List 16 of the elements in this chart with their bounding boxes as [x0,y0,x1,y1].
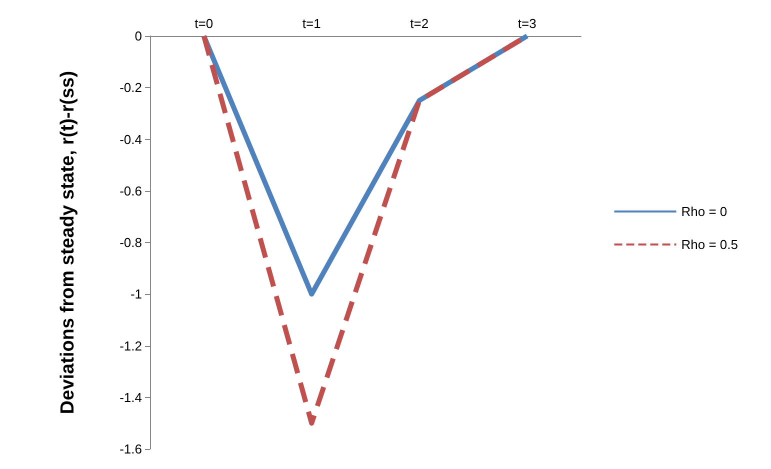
y-tick-label: -0.2 [120,80,142,96]
y-axis-title: Deviations from steady state, r(t)-r(ss) [58,70,78,414]
y-tick-label: -1.4 [120,390,142,405]
x-tick-label: t=2 [410,16,429,31]
y-tick-label: -0.8 [120,235,142,250]
x-tick-label: t=3 [518,16,536,31]
y-tick-label: -1 [130,286,142,302]
y-tick-label: -1.6 [120,442,142,456]
x-tick-label: t=0 [194,16,214,31]
y-tick-label: -0.4 [120,132,142,147]
y-tick-label: 0 [134,28,142,44]
legend-label: Rho = 0 [681,204,728,219]
y-tick-label: -1.2 [120,338,142,354]
legend-label: Rho = 0.5 [681,237,738,252]
y-tick-label: -0.6 [120,183,142,198]
x-tick-label: t=1 [302,16,321,31]
